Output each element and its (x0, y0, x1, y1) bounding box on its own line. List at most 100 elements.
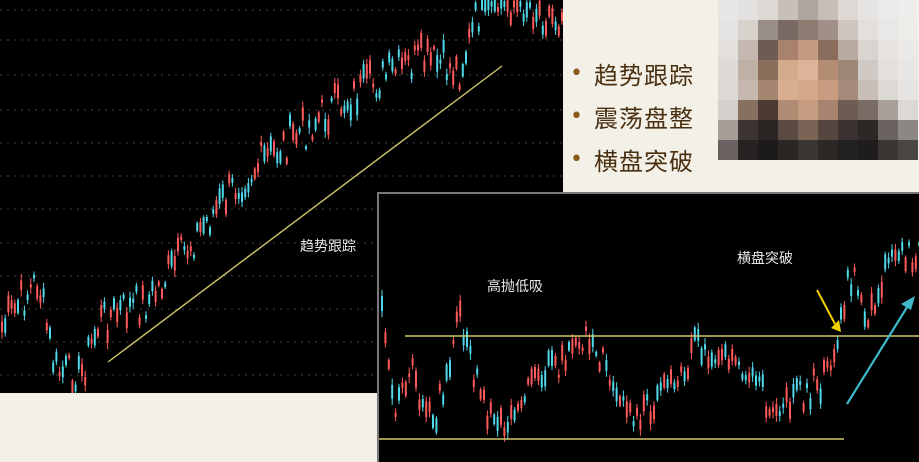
candle-body (436, 55, 439, 72)
candle-body (186, 251, 189, 259)
candle-body (863, 311, 866, 327)
candle-body (588, 339, 591, 354)
candle-body (36, 286, 39, 299)
candle-body (164, 282, 167, 288)
candle-body (642, 394, 645, 412)
candle-body (646, 394, 649, 401)
candle-body (761, 374, 764, 387)
candle-body (697, 329, 700, 341)
candle-body (663, 373, 666, 388)
mosaic-tile (758, 0, 778, 20)
candle-body (581, 347, 584, 352)
candle-body (816, 379, 819, 391)
uptrend-arrow-icon (846, 303, 910, 405)
breakout-label: 横盘突破 (737, 251, 793, 267)
mosaic-tile (778, 60, 798, 80)
candle-body (154, 290, 157, 302)
candle-body (340, 108, 343, 115)
range-label: 高抛低吸 (487, 279, 543, 295)
candle-body (513, 0, 515, 8)
candle-body (29, 284, 32, 288)
candle-body (812, 368, 815, 376)
candle-body (676, 380, 679, 387)
candle-body (836, 339, 839, 349)
candle-body (77, 355, 80, 370)
mosaic-tile (738, 20, 758, 40)
mosaic-tile (798, 60, 818, 80)
mosaic-tile (798, 100, 818, 120)
candle-body (591, 334, 594, 347)
candle-body (435, 418, 438, 433)
candle-body (221, 184, 224, 198)
candle-body (670, 369, 672, 384)
candle-body (802, 402, 805, 412)
candle-body (145, 315, 147, 319)
candle-body (45, 322, 48, 331)
candle-body (372, 83, 375, 88)
candle-body (301, 107, 304, 121)
candle-body (561, 344, 564, 361)
candle-body (68, 354, 71, 359)
candle-body (391, 58, 394, 72)
candle-body (65, 356, 67, 365)
candle-body (415, 370, 417, 388)
candle-body (55, 351, 58, 362)
candle-body (605, 359, 608, 371)
candle-body (4, 318, 7, 333)
candle-body (809, 398, 812, 410)
candle-body (425, 401, 428, 418)
candle-body (375, 93, 378, 98)
candle-body (161, 288, 163, 299)
candle-body (401, 57, 403, 69)
candle-body (394, 69, 397, 75)
candle-body (253, 168, 256, 180)
candle-body (724, 344, 727, 358)
candle-body (806, 383, 808, 388)
candle-body (710, 352, 713, 367)
candle-body (823, 360, 825, 373)
candle-body (529, 2, 531, 8)
mosaic-tile (758, 80, 778, 100)
mosaic-tile (898, 120, 918, 140)
list-item: • 横盘突破 (570, 138, 694, 181)
candle-body (578, 341, 581, 349)
candle-body (418, 399, 421, 411)
candle-body (870, 293, 873, 310)
mosaic-tile (798, 40, 818, 60)
mosaic-tile (778, 140, 798, 160)
candle-body (755, 375, 757, 386)
candle-body (792, 383, 795, 398)
candle-body (193, 255, 195, 259)
candle-body (683, 371, 686, 382)
candle-body (911, 262, 914, 273)
mosaic-tile (838, 100, 858, 120)
candle-body (649, 411, 652, 424)
mosaic-tile (798, 80, 818, 100)
candle-body (547, 350, 550, 366)
candle-body (503, 1, 506, 7)
mosaic-tile (898, 20, 918, 40)
candle-body (545, 21, 547, 36)
candle-body (877, 288, 880, 304)
candle-body (557, 26, 560, 36)
candle-body (680, 366, 683, 373)
candle-body (346, 101, 349, 111)
mosaic-tile (758, 100, 778, 120)
candle-body (461, 64, 464, 77)
mosaic-tile (818, 80, 838, 100)
candle-body (506, 0, 509, 12)
breakout-arrow-icon (816, 289, 836, 325)
list-item-label: 震荡盘整 (593, 105, 694, 133)
candle-body (595, 351, 598, 357)
candle-body (768, 409, 771, 416)
mosaic-tile (718, 20, 738, 40)
mosaic-tile (818, 140, 838, 160)
candle-body (285, 157, 288, 164)
candle-body (442, 394, 445, 405)
candle-body (404, 381, 407, 397)
candle-body (148, 294, 151, 305)
mosaic-tile (838, 20, 858, 40)
mosaic-tile (858, 100, 878, 120)
candle-body (731, 348, 734, 361)
candle-body (857, 289, 859, 296)
